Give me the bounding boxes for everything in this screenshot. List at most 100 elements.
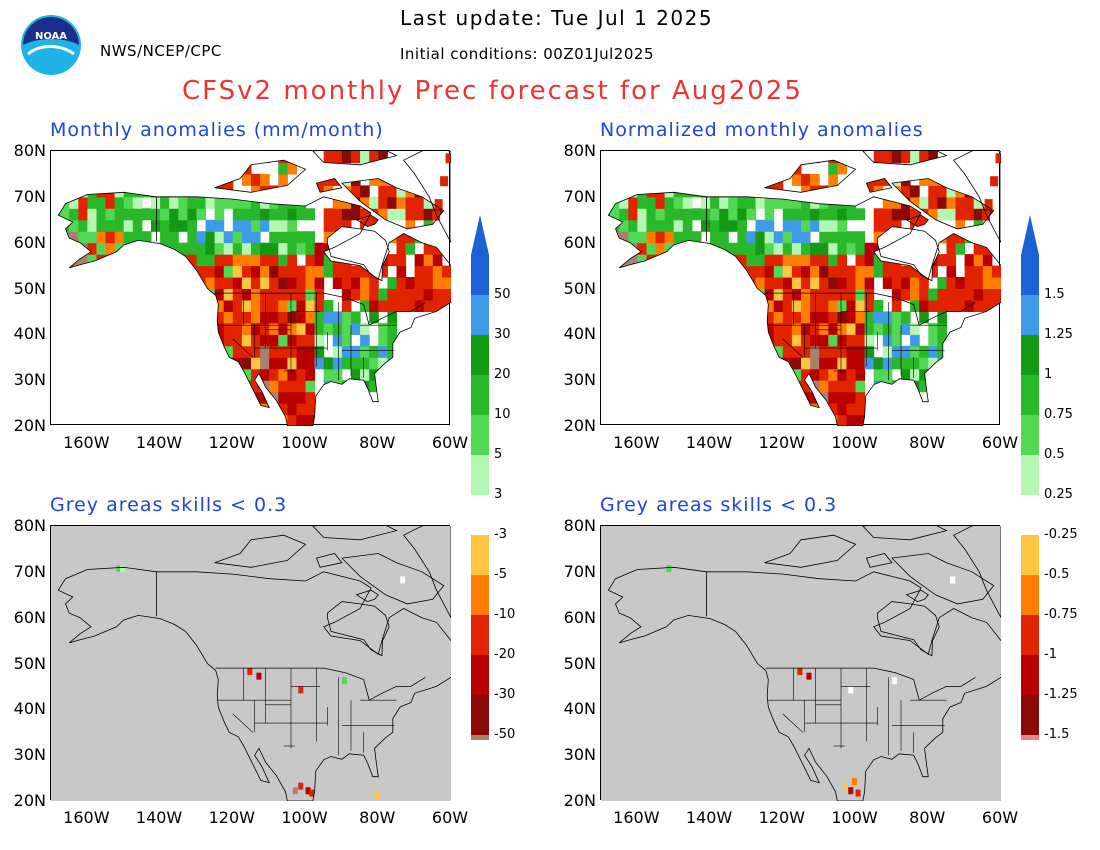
anomaly-cell (764, 380, 775, 393)
anomaly-cell (305, 368, 316, 381)
anomaly-cell (396, 380, 407, 393)
anomaly-cell (737, 277, 747, 289)
anomaly-cell (937, 334, 947, 347)
anomaly-cell (746, 311, 757, 324)
anomaly-cell (378, 151, 388, 163)
anomaly-cell (846, 345, 857, 358)
anomaly-cell (132, 322, 143, 335)
anomaly-cell (637, 242, 647, 255)
anomaly-cell (746, 173, 757, 186)
anomaly-cell (87, 357, 97, 370)
anomaly-cell (287, 334, 297, 347)
anomaly-cell (96, 196, 107, 209)
anomaly-cell (287, 288, 297, 301)
anomaly-cell (828, 322, 838, 335)
anomaly-cell (196, 162, 207, 175)
anomaly-cell (973, 414, 984, 426)
lat-label: 80N (13, 141, 46, 160)
anomaly-cell (664, 288, 675, 301)
lat-label: 70N (563, 186, 596, 206)
anomaly-cell (664, 334, 675, 347)
anomaly-cell (646, 311, 657, 324)
anomaly-cell (655, 265, 666, 278)
anomaly-cell (296, 322, 307, 335)
anomaly-cell (891, 242, 902, 255)
anomaly-cell (728, 403, 738, 416)
anomaly-cell (287, 151, 297, 163)
anomaly-cell (132, 391, 143, 404)
anomaly-cell (205, 391, 216, 404)
anomaly-cell (205, 334, 216, 347)
anomaly-cell (232, 403, 243, 416)
anomaly-cell (151, 219, 161, 232)
anomaly-cell (646, 357, 657, 370)
anomaly-cell (637, 219, 647, 232)
anomaly-cell (737, 300, 747, 312)
anomaly-cell (710, 254, 720, 267)
anomaly-cell (205, 196, 216, 209)
anomaly-cell (114, 414, 125, 426)
anomaly-cell (719, 391, 729, 404)
anomaly-cell (151, 288, 161, 301)
anomaly-cell (196, 322, 207, 335)
anomaly-cell (423, 173, 434, 186)
anomaly-cell (196, 345, 207, 358)
anomaly-cell (946, 231, 957, 244)
anomaly-cell (160, 265, 170, 278)
anomaly-cell (96, 311, 107, 324)
anomaly-cell (746, 380, 757, 393)
anomaly-cell (160, 277, 170, 289)
anomaly-cell (269, 231, 279, 244)
anomaly-cell (610, 334, 620, 347)
anomaly-cell (608, 265, 611, 278)
anomaly-cell (864, 277, 875, 289)
anomaly-cell (964, 357, 975, 370)
anomaly-cell (269, 368, 279, 381)
anomaly-cell (360, 300, 370, 312)
anomaly-cell (773, 196, 784, 209)
anomaly-cell (169, 265, 179, 278)
anomaly-cell (414, 196, 425, 209)
anomaly-cell (928, 208, 938, 221)
anomaly-cell (801, 322, 811, 335)
anomaly-cell (846, 391, 857, 404)
anomaly-cell (637, 254, 647, 267)
map-panel-anomalies (50, 150, 451, 426)
colorbar-bin (1021, 415, 1039, 455)
anomaly-cell (891, 265, 902, 278)
anomaly-cell (78, 173, 88, 186)
anomaly-cell (414, 391, 425, 404)
anomaly-cell (628, 208, 638, 221)
anomaly-cell (96, 208, 107, 221)
anomaly-cell (241, 288, 252, 301)
anomaly-cell (673, 368, 684, 381)
anomaly-cell (691, 380, 702, 393)
anomaly-cell (87, 185, 97, 198)
anomaly-cell (673, 391, 684, 404)
anomaly-cell (628, 196, 638, 209)
anomaly-cell (728, 151, 738, 163)
anomaly-cell (187, 208, 197, 221)
anomaly-cell (314, 345, 325, 358)
anomaly-cell (719, 265, 729, 278)
anomaly-cell (682, 208, 693, 221)
anomaly-cell (619, 277, 629, 289)
anomaly-cell (96, 173, 107, 186)
anomaly-cell (646, 414, 657, 426)
anomaly-cell (251, 357, 261, 370)
anomaly-cell (819, 322, 829, 335)
anomaly-cell (755, 311, 766, 324)
colorbar-bin (471, 335, 489, 375)
anomaly-cell (114, 231, 125, 244)
greenland-spots (981, 151, 1001, 221)
anomaly-cell (855, 277, 866, 289)
anomaly-cell (387, 334, 397, 347)
anomaly-cell (610, 380, 620, 393)
anomaly-cell (701, 208, 711, 221)
anomaly-cell (882, 357, 893, 370)
anomaly-cell (919, 254, 929, 267)
anomaly-cell (241, 368, 252, 381)
anomaly-cell (60, 231, 70, 244)
anomaly-cell (610, 254, 620, 267)
anomaly-cell (123, 208, 134, 221)
